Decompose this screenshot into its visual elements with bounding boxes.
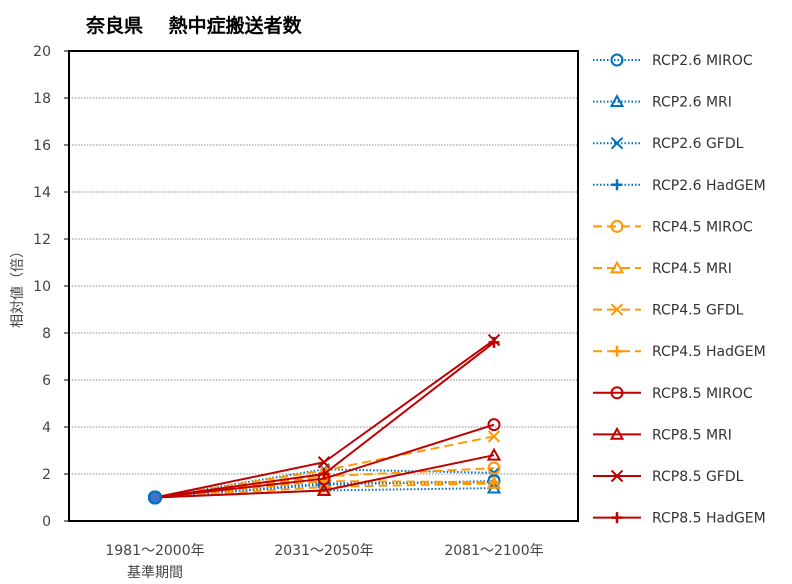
legend-marker: [611, 345, 623, 357]
data-point: [316, 482, 332, 496]
y-tick-label: 0: [42, 514, 51, 530]
data-point: [487, 430, 501, 443]
x-tick-label: 2031～2050年: [274, 543, 373, 559]
legend-label: RCP2.6 MIROC: [652, 53, 753, 69]
y-tick-label: 18: [33, 91, 51, 107]
legend-marker: [611, 179, 623, 191]
legend-label: RCP4.5 GFDL: [652, 303, 744, 319]
plot-frame: [68, 50, 579, 522]
y-tick-label: 16: [33, 138, 51, 154]
legend-item: RCP2.6 MIROC: [593, 53, 753, 69]
legend-marker: [609, 94, 625, 107]
chart-title: 奈良県 熱中症搬送者数: [85, 14, 303, 37]
series-rcp8-5-hadgem: [148, 336, 500, 505]
data-point: [486, 447, 502, 461]
legend-marker: [610, 303, 624, 316]
data-point: [317, 456, 331, 469]
legend-label: RCP8.5 MIROC: [652, 386, 753, 402]
legend-label: RCP8.5 HadGEM: [652, 511, 766, 527]
data-point: [487, 461, 501, 475]
legend-label: RCP8.5 MRI: [652, 427, 732, 443]
y-tick-label: 6: [42, 373, 51, 389]
legend-marker: [610, 219, 624, 233]
x-tick-label: 1981～2000年: [105, 543, 204, 559]
legend-item: RCP4.5 MRI: [593, 260, 732, 277]
legend-label: RCP4.5 HadGEM: [652, 344, 766, 360]
data-point: [487, 418, 501, 432]
data-point: [488, 336, 500, 348]
y-tick-label: 8: [42, 326, 51, 342]
legend-marker: [609, 426, 625, 440]
legend-item: RCP4.5 GFDL: [593, 303, 744, 319]
legend-item: RCP8.5 HadGEM: [593, 511, 766, 527]
legend-item: RCP8.5 MRI: [593, 426, 732, 443]
data-point: [148, 490, 162, 505]
legend-marker: [611, 512, 623, 524]
legend-marker: [610, 469, 624, 483]
series-line: [154, 454, 495, 499]
data-point: [488, 476, 500, 488]
legend-marker: [609, 260, 625, 274]
legend-item: RCP8.5 GFDL: [593, 469, 744, 485]
legend-marker: [610, 53, 624, 67]
x-tick-label: 2081～2100年: [444, 543, 543, 559]
y-tick-label: 4: [42, 420, 51, 436]
legend-item: RCP4.5 MIROC: [593, 219, 753, 235]
y-tick-label: 2: [42, 467, 51, 483]
y-tick-label: 14: [33, 185, 51, 201]
legend-marker: [610, 386, 624, 400]
legend-label: RCP4.5 MRI: [652, 261, 732, 277]
legend-label: RCP4.5 MIROC: [652, 219, 753, 235]
legend-label: RCP8.5 GFDL: [652, 469, 744, 485]
y-axis-label: 相対値（倍）: [10, 244, 26, 328]
x-axis-label: 基準期間: [127, 564, 183, 581]
y-tick-label: 10: [33, 279, 51, 295]
y-tick-label: 12: [33, 232, 51, 248]
legend-label: RCP2.6 GFDL: [652, 136, 744, 152]
y-tick-label: 20: [33, 44, 51, 60]
data-point: [318, 468, 330, 480]
legend-label: RCP2.6 MRI: [652, 95, 732, 111]
legend-item: RCP8.5 MIROC: [593, 386, 753, 402]
legend-item: RCP2.6 HadGEM: [593, 178, 766, 194]
legend-item: RCP2.6 MRI: [593, 94, 732, 111]
legend-item: RCP4.5 HadGEM: [593, 344, 766, 360]
legend-label: RCP2.6 HadGEM: [652, 178, 766, 194]
legend-item: RCP2.6 GFDL: [593, 136, 744, 152]
legend-marker: [610, 136, 624, 150]
